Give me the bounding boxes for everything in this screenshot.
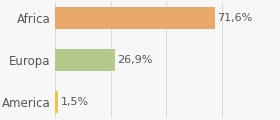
Text: 26,9%: 26,9%	[117, 55, 153, 65]
Bar	[55, 91, 58, 113]
Text: 71,6%: 71,6%	[217, 13, 252, 23]
Bar	[55, 7, 214, 29]
Text: 1,5%: 1,5%	[60, 97, 89, 107]
Bar	[55, 49, 115, 71]
